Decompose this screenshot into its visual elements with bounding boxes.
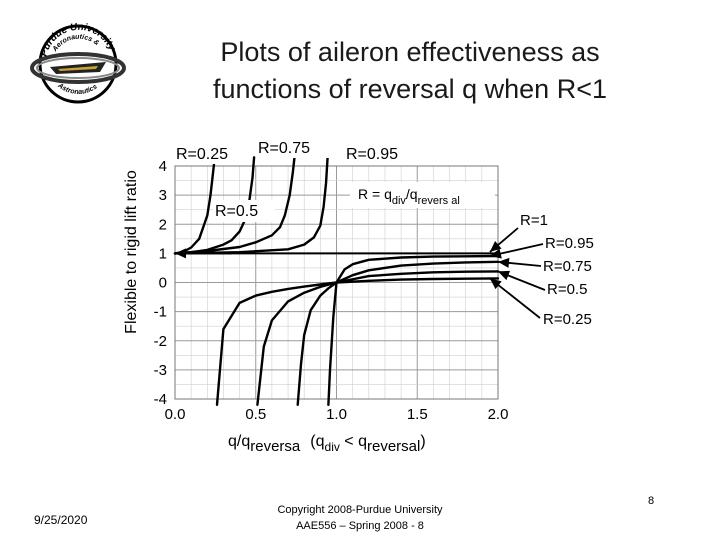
y-tick-label: -1 xyxy=(154,304,167,321)
logo-wing-stripe xyxy=(58,66,98,71)
curve-label-r05-top: R=0.5 xyxy=(213,200,275,222)
series-line-r075 xyxy=(173,156,296,255)
slide-copyright: Copyright 2008-Purdue University AAE556 … xyxy=(240,502,480,534)
y-tick-label: -3 xyxy=(154,362,167,379)
arrow-r025-head xyxy=(489,278,502,290)
y-tick-label: 2 xyxy=(159,216,167,233)
x-tick-label: 0.0 xyxy=(165,406,186,423)
right-label-r05: R=0.5 xyxy=(547,281,587,298)
x-tick-label: 2.0 xyxy=(488,406,509,423)
copyright-line-1: Copyright 2008-Purdue University xyxy=(277,504,443,516)
chart-arrows xyxy=(175,227,546,319)
arrow-r05-head xyxy=(498,270,511,281)
title-line-2: functions of reversal q when R<1 xyxy=(213,74,607,104)
right-label-r1: R=1 xyxy=(520,212,548,229)
y-tick-label: 3 xyxy=(159,187,167,204)
x-axis-label: q/qreversa (qdiv < qreversal) xyxy=(228,433,426,455)
y-tick-label: -2 xyxy=(154,333,167,350)
logo-ring-icon xyxy=(30,52,126,84)
y-tick-label: -4 xyxy=(154,391,167,408)
series-line-r095 xyxy=(327,254,500,406)
slide-title: Plots of aileron effectiveness as functi… xyxy=(140,34,680,108)
formula-text: R = qdiv/qrevers al xyxy=(358,186,460,207)
arrow-r075-head xyxy=(498,257,510,268)
x-tick-label: 0.5 xyxy=(245,406,266,423)
series-line-r095 xyxy=(173,156,329,255)
arrow-r095-head xyxy=(489,248,502,259)
right-label-r075: R=0.75 xyxy=(543,258,592,275)
page-number: 8 xyxy=(648,495,655,507)
y-tick-label: 1 xyxy=(159,245,167,262)
y-tick-label: 0 xyxy=(159,275,167,292)
y-tick-label: 4 xyxy=(159,158,167,175)
arrow-r1-head xyxy=(489,240,502,252)
title-line-1: Plots of aileron effectiveness as xyxy=(220,37,600,67)
svg-text:R=0.75: R=0.75 xyxy=(258,140,310,157)
effectiveness-chart: 0.0 0.5 1.0 1.5 2.0 -4 -3 -2 -1 0 1 2 3 4 Flexible to… xyxy=(123,136,594,455)
curve-label-r095-top: R=0.95 xyxy=(344,142,416,164)
chart-ticks: 0.0 0.5 1.0 1.5 2.0 -4 -3 -2 -1 0 1 2 3 4 xyxy=(154,158,509,423)
arrow-left-head xyxy=(175,248,186,259)
curve-label-r075-top: R=0.75 xyxy=(256,136,332,158)
copyright-line-2: AAE556 – Spring 2008 - 8 xyxy=(296,520,424,532)
purdue-aae-logo: Purdue University Aeronautics & Astronau… xyxy=(30,22,126,104)
svg-text:R=0.5: R=0.5 xyxy=(215,203,258,220)
svg-text:R=0.95: R=0.95 xyxy=(346,146,398,163)
right-label-group: R=1 R=0.95 R=0.75 R=0.5 R=0.25 xyxy=(520,212,594,328)
right-label-r025: R=0.25 xyxy=(543,311,592,328)
y-axis-label: Flexible to rigid lift ratio xyxy=(123,170,140,334)
curve-label-r025-top: R=0.25 xyxy=(174,142,246,164)
svg-text:R=0.25: R=0.25 xyxy=(176,146,228,163)
logo-inner-ring xyxy=(36,57,120,79)
series-line-r025 xyxy=(215,277,500,406)
x-tick-label: 1.5 xyxy=(407,406,428,423)
series-line-r05 xyxy=(256,270,500,406)
x-tick-label: 1.0 xyxy=(326,406,347,423)
formula-box: R = qdiv/qrevers al xyxy=(350,182,495,208)
right-label-r095: R=0.95 xyxy=(545,235,594,252)
slide-date: 9/25/2020 xyxy=(34,513,88,527)
